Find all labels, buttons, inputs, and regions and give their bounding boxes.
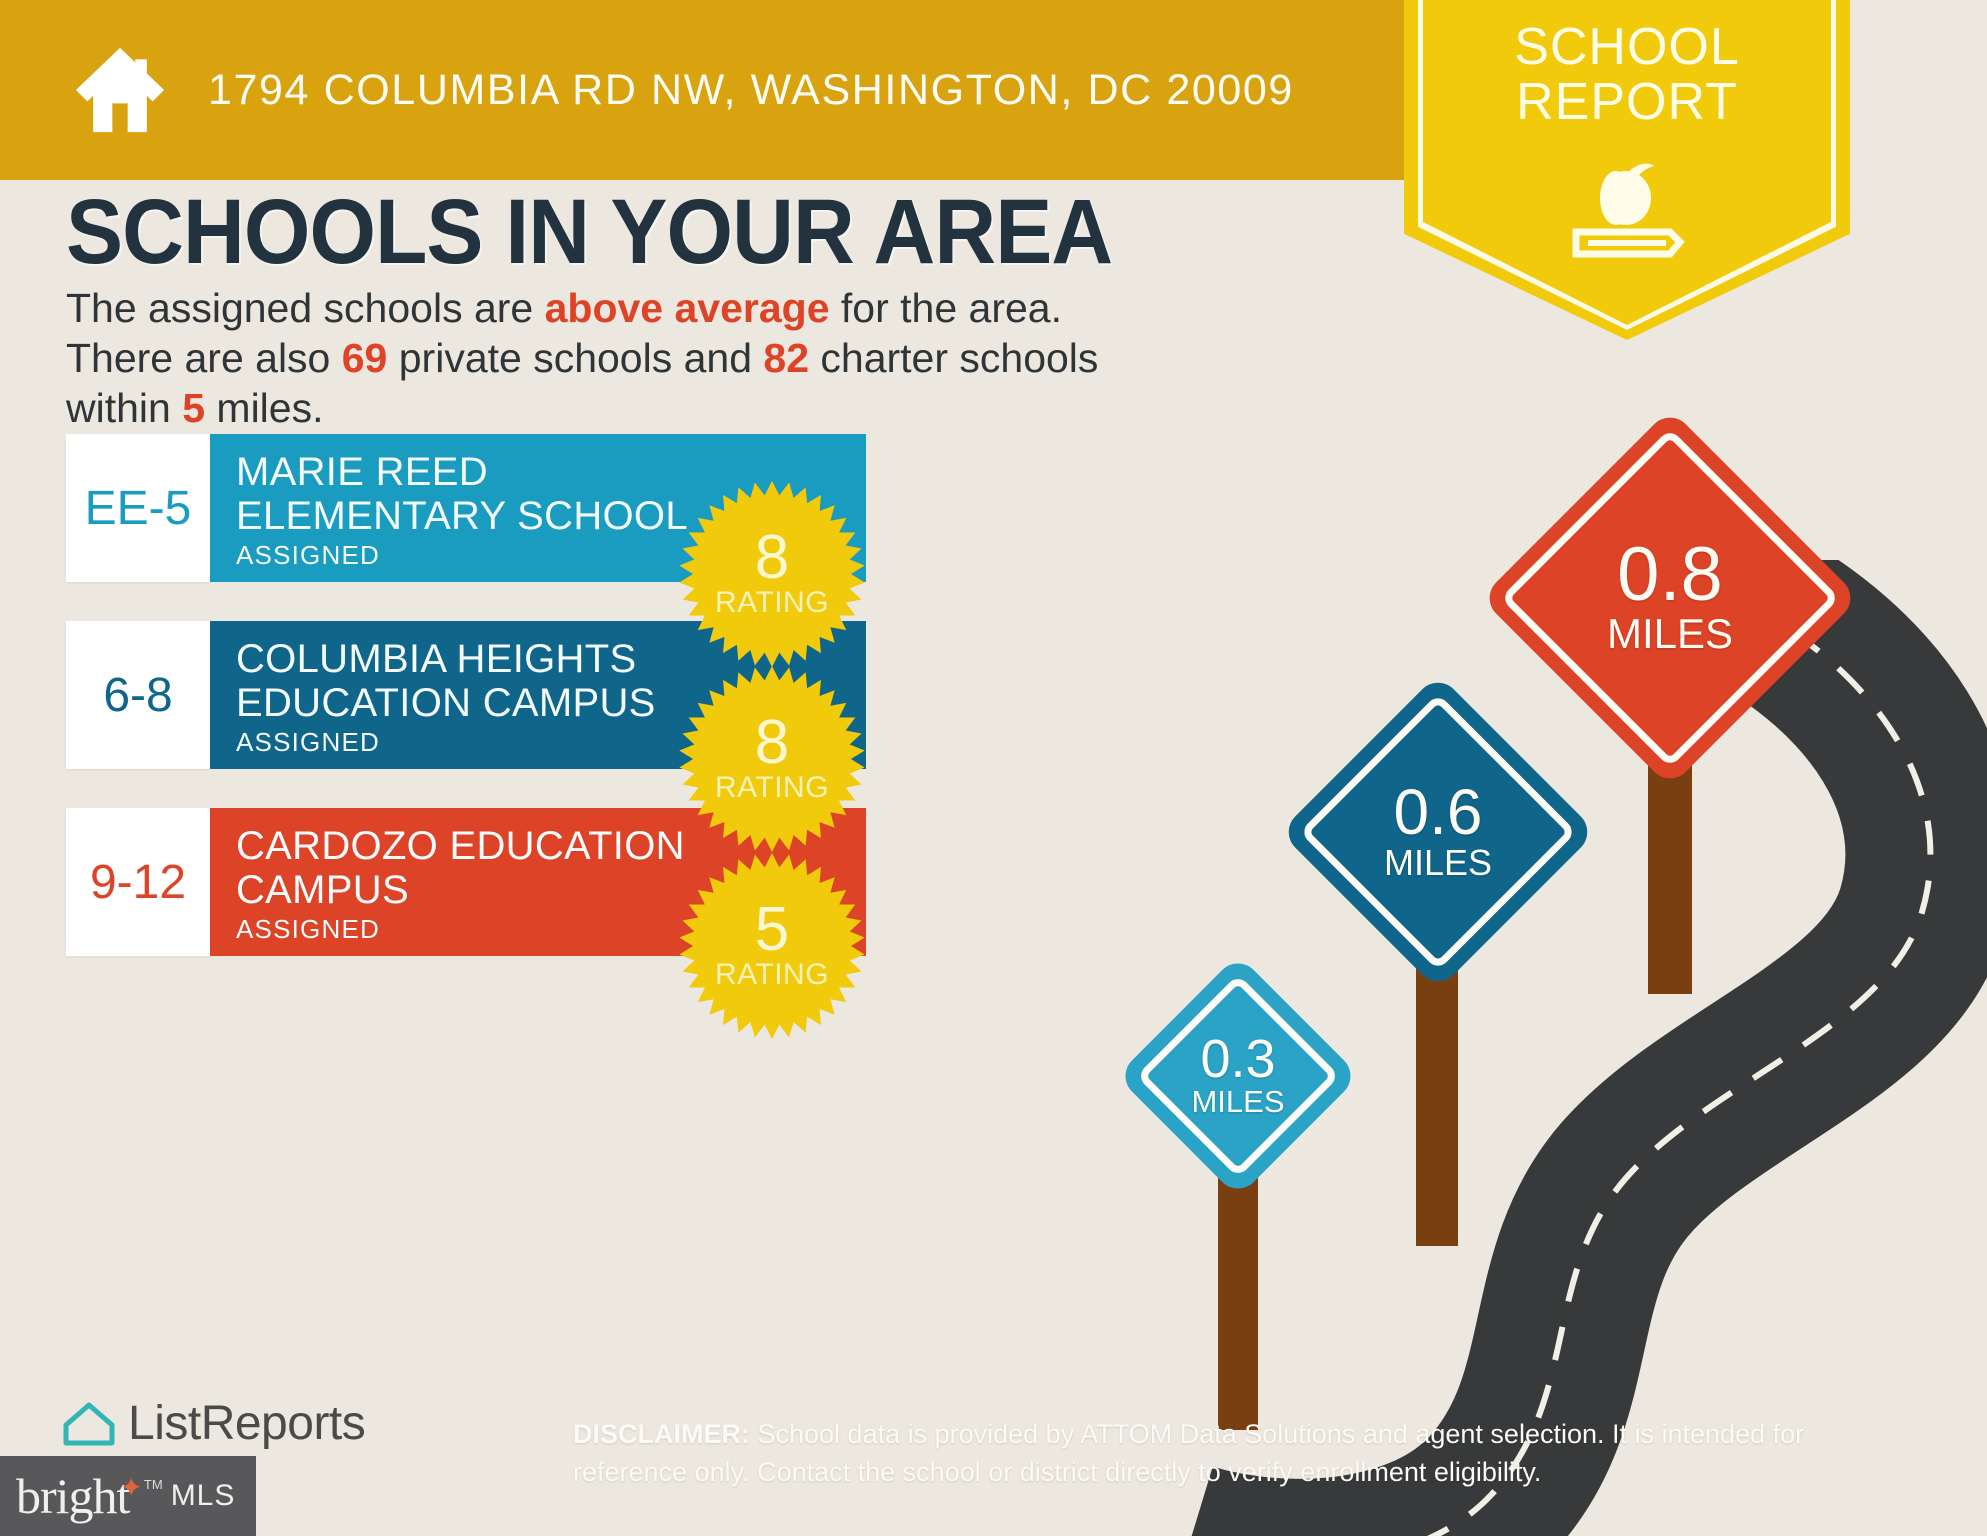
sign-text: 0.3 MILES — [1152, 990, 1324, 1162]
disclaimer-text: School data is provided by ATTOM Data So… — [573, 1419, 1805, 1487]
grade-range-box: 9-12 — [66, 808, 210, 956]
rating-value: 8 — [754, 523, 790, 592]
sign-distance-value: 0.6 — [1393, 776, 1483, 848]
starburst-icon — [679, 852, 865, 1040]
school-list: EE-5 MARIE REED ELEMENTARY SCHOOL ASSIGN… — [66, 434, 866, 1040]
school-name-line1: MARIE REED — [236, 450, 488, 494]
subtitle-highlight-private-count: 69 — [341, 335, 388, 381]
winding-road — [1191, 560, 1987, 1536]
subtitle-highlight-rating: above average — [544, 285, 830, 331]
rating-badge: 8 RATING — [678, 665, 866, 853]
bright-mls-watermark: bright ✦ TM MLS — [0, 1456, 256, 1536]
rating-badge: 8 RATING — [678, 480, 866, 668]
sign-distance-value: 0.3 — [1200, 1029, 1276, 1089]
sign-distance-unit: MILES — [1606, 610, 1734, 657]
starburst-icon — [679, 480, 865, 668]
school-name-line2: CAMPUS — [236, 868, 409, 912]
page-title: SCHOOLS IN YOUR AREA — [66, 181, 1113, 283]
subtitle-part-4: charter schools within — [66, 335, 1099, 431]
distance-sign: 0.3 MILES — [1116, 954, 1360, 1430]
sign-distance-unit: MILES — [1383, 842, 1493, 883]
sign-distance-unit: MILES — [1191, 1084, 1285, 1119]
grade-range-label: EE-5 — [84, 481, 192, 535]
sign-text: 0.6 MILES — [1326, 720, 1550, 944]
sign-distance-value: 0.8 — [1617, 532, 1723, 617]
rating-badge: 5 RATING — [678, 852, 866, 1040]
distance-sign: 0.6 MILES — [1279, 673, 1597, 1246]
school-status: ASSIGNED — [236, 540, 380, 570]
subtitle-part-1: The assigned schools are — [66, 285, 545, 331]
page-subtitle: The assigned schools are above average f… — [66, 283, 1126, 433]
school-status: ASSIGNED — [236, 914, 380, 944]
grade-range-box: 6-8 — [66, 621, 210, 769]
road-scene: 0.3 MILES 0.6 MILES 0.8 MILES — [1116, 408, 1987, 1536]
subtitle-highlight-radius: 5 — [182, 385, 206, 431]
property-address: 1794 COLUMBIA RD NW, WASHINGTON, DC 2000… — [208, 65, 1294, 114]
rating-value: 8 — [754, 708, 790, 777]
header-bar: 1794 COLUMBIA RD NW, WASHINGTON, DC 2000… — [0, 0, 1420, 180]
subtitle-part-2: for the area. There are also — [66, 285, 1062, 381]
bright-mls-suffix: MLS — [170, 1479, 236, 1512]
school-name-line2: ELEMENTARY SCHOOL — [236, 494, 688, 538]
distance-sign: 0.8 MILES — [1480, 408, 1860, 994]
rating-label: RATING — [714, 771, 830, 804]
school-name-line1: COLUMBIA HEIGHTS — [236, 637, 637, 681]
badge-title-line1: SCHOOL — [1514, 18, 1740, 76]
rating-value: 5 — [754, 895, 790, 964]
school-report-badge: SCHOOL REPORT — [1404, 0, 1850, 340]
grade-range-box: EE-5 — [66, 434, 210, 582]
bright-mls-brand: bright — [16, 1468, 130, 1524]
listreports-logo[interactable]: ListReports — [62, 1396, 366, 1451]
badge-title: SCHOOL REPORT — [1404, 20, 1850, 130]
house-icon — [75, 47, 165, 133]
rating-label: RATING — [714, 958, 830, 991]
rating-label: RATING — [714, 586, 830, 619]
listreports-name: ListReports — [128, 1397, 366, 1450]
badge-title-line2: REPORT — [1516, 73, 1738, 131]
school-status: ASSIGNED — [236, 727, 380, 757]
disclaimer: DISCLAIMER: School data is provided by A… — [573, 1415, 1913, 1491]
grade-range-label: 9-12 — [89, 855, 187, 909]
school-row[interactable]: EE-5 MARIE REED ELEMENTARY SCHOOL ASSIGN… — [66, 434, 866, 668]
school-name-line2: EDUCATION CAMPUS — [236, 681, 656, 725]
trademark-symbol: TM — [143, 1476, 163, 1492]
subtitle-part-5: miles. — [205, 385, 324, 431]
subtitle-highlight-charter-count: 82 — [763, 335, 810, 381]
grade-range-label: 6-8 — [103, 668, 173, 722]
school-name-line1: CARDOZO EDUCATION — [236, 824, 685, 868]
starburst-icon — [679, 665, 865, 853]
subtitle-part-3: private schools and — [387, 335, 764, 381]
school-row[interactable]: 6-8 COLUMBIA HEIGHTS EDUCATION CAMPUS AS… — [66, 621, 866, 853]
disclaimer-label: DISCLAIMER: — [573, 1419, 750, 1449]
sparkle-icon: ✦ — [119, 1471, 143, 1503]
sign-text: 0.8 MILES — [1536, 464, 1804, 732]
apple-on-book-icon — [1572, 163, 1685, 258]
house-outline-icon — [63, 1402, 115, 1445]
